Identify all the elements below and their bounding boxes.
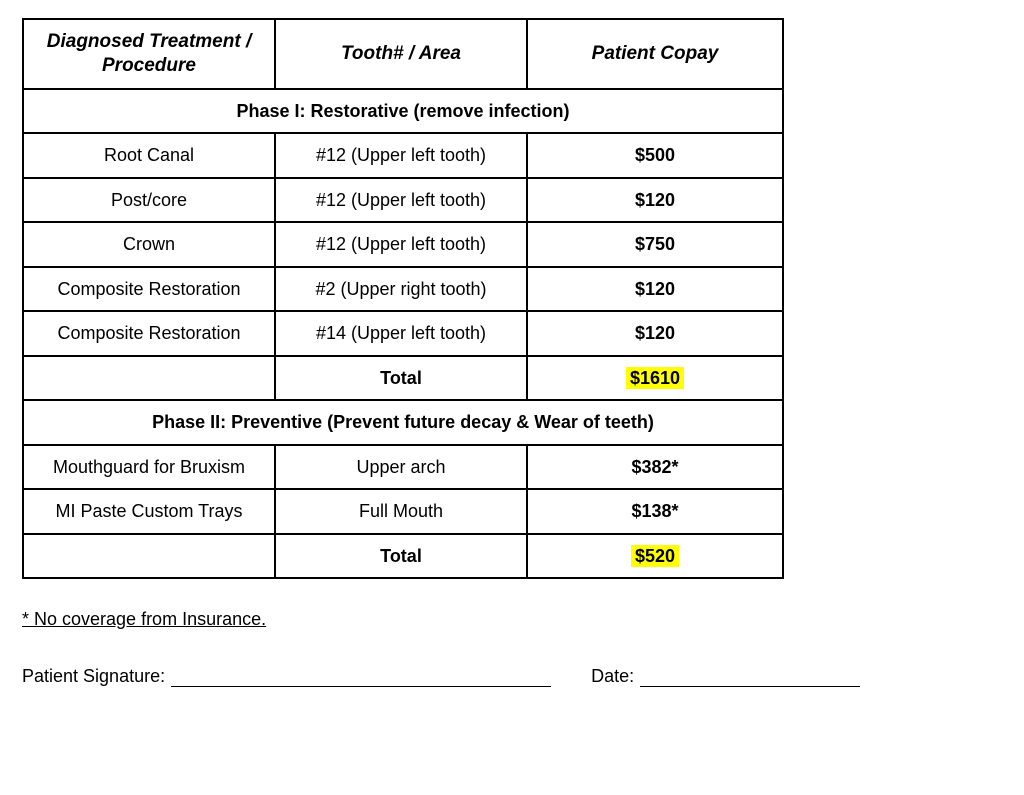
table-row: Crown #12 (Upper left tooth) $750 [23, 222, 783, 267]
col-header-procedure: Diagnosed Treatment / Procedure [23, 19, 275, 89]
cell-procedure: MI Paste Custom Trays [23, 489, 275, 534]
phase2-total-row: Total $520 [23, 534, 783, 579]
cell-procedure: Post/core [23, 178, 275, 223]
table-row: Post/core #12 (Upper left tooth) $120 [23, 178, 783, 223]
cell-copay: $500 [527, 133, 783, 178]
cell-empty [23, 534, 275, 579]
table-header-row: Diagnosed Treatment / Procedure Tooth# /… [23, 19, 783, 89]
cell-copay: $138* [527, 489, 783, 534]
phase1-total-label: Total [275, 356, 527, 401]
patient-signature-label: Patient Signature: [22, 666, 165, 687]
cell-area: #12 (Upper left tooth) [275, 222, 527, 267]
signature-row: Patient Signature: Date: [22, 666, 1002, 687]
table-row: Root Canal #12 (Upper left tooth) $500 [23, 133, 783, 178]
phase1-total-row: Total $1610 [23, 356, 783, 401]
table-row: Composite Restoration #2 (Upper right to… [23, 267, 783, 312]
treatment-plan-table: Diagnosed Treatment / Procedure Tooth# /… [22, 18, 784, 579]
cell-procedure: Composite Restoration [23, 311, 275, 356]
insurance-footnote: * No coverage from Insurance. [22, 609, 1002, 630]
cell-procedure: Composite Restoration [23, 267, 275, 312]
date-line[interactable] [640, 667, 860, 687]
col-header-copay: Patient Copay [527, 19, 783, 89]
cell-copay: $382* [527, 445, 783, 490]
cell-procedure: Mouthguard for Bruxism [23, 445, 275, 490]
table-row: MI Paste Custom Trays Full Mouth $138* [23, 489, 783, 534]
phase2-total-value: $520 [527, 534, 783, 579]
cell-empty [23, 356, 275, 401]
table-row: Composite Restoration #14 (Upper left to… [23, 311, 783, 356]
date-label: Date: [591, 666, 634, 687]
cell-area: #12 (Upper left tooth) [275, 133, 527, 178]
cell-procedure: Crown [23, 222, 275, 267]
table-row: Mouthguard for Bruxism Upper arch $382* [23, 445, 783, 490]
phase1-total-value: $1610 [527, 356, 783, 401]
cell-copay: $750 [527, 222, 783, 267]
cell-copay: $120 [527, 178, 783, 223]
phase2-heading: Phase II: Preventive (Prevent future dec… [23, 400, 783, 445]
phase2-total-label: Total [275, 534, 527, 579]
phase1-heading: Phase I: Restorative (remove infection) [23, 89, 783, 134]
cell-procedure: Root Canal [23, 133, 275, 178]
date-block: Date: [591, 666, 860, 687]
phase2-total-highlight: $520 [631, 545, 679, 568]
cell-area: #14 (Upper left tooth) [275, 311, 527, 356]
cell-area: #2 (Upper right tooth) [275, 267, 527, 312]
patient-signature-block: Patient Signature: [22, 666, 551, 687]
cell-area: Full Mouth [275, 489, 527, 534]
phase1-total-highlight: $1610 [626, 367, 684, 390]
cell-copay: $120 [527, 267, 783, 312]
col-header-area: Tooth# / Area [275, 19, 527, 89]
cell-copay: $120 [527, 311, 783, 356]
phase1-heading-row: Phase I: Restorative (remove infection) [23, 89, 783, 134]
phase2-heading-row: Phase II: Preventive (Prevent future dec… [23, 400, 783, 445]
cell-area: Upper arch [275, 445, 527, 490]
patient-signature-line[interactable] [171, 667, 551, 687]
cell-area: #12 (Upper left tooth) [275, 178, 527, 223]
